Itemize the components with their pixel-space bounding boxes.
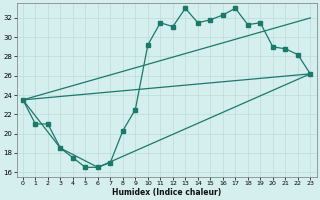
X-axis label: Humidex (Indice chaleur): Humidex (Indice chaleur): [112, 188, 221, 197]
